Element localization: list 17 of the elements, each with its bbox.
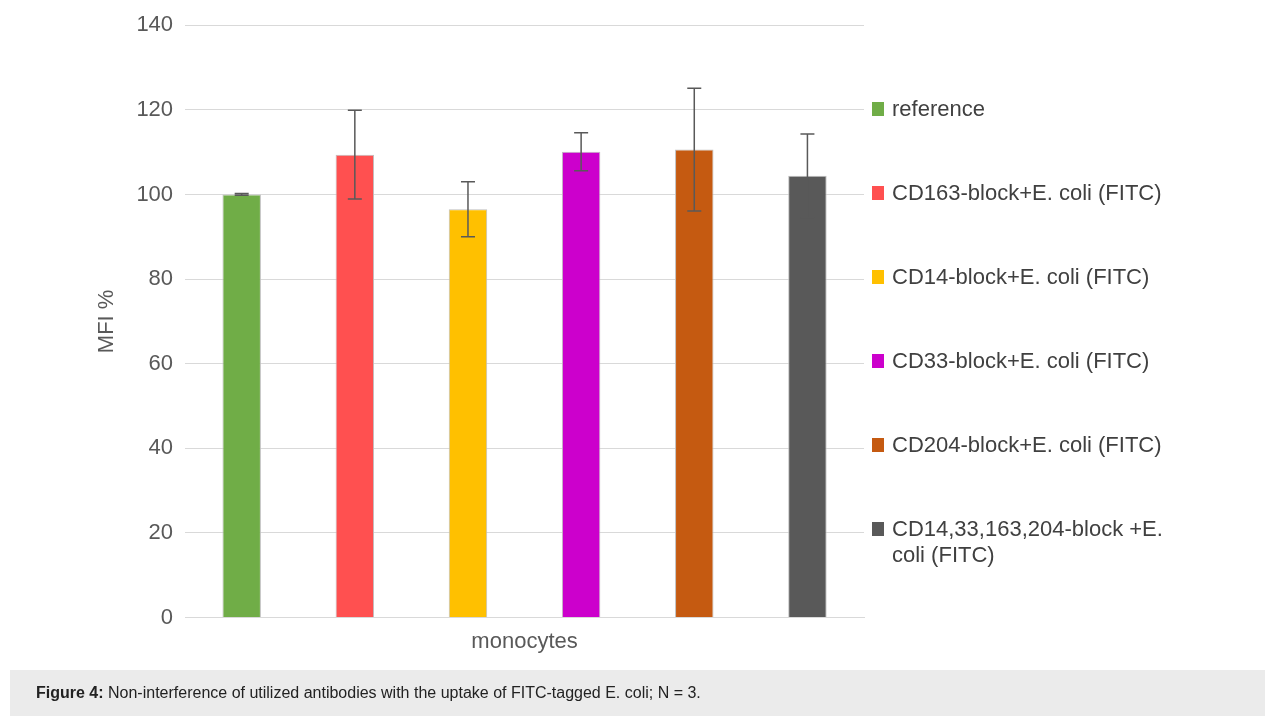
legend-label: reference — [892, 96, 985, 122]
y-tick-label: 120 — [136, 95, 174, 121]
y-tick-label: 80 — [148, 265, 174, 291]
y-tick-label: 0 — [160, 603, 174, 629]
y-tick-label: 40 — [148, 434, 174, 460]
legend-label: CD33-block+E. coli (FITC) — [892, 348, 1150, 374]
legend-label: CD14-block+E. coli (FITC) — [892, 264, 1150, 290]
y-tick-label: 140 — [136, 11, 174, 37]
y-tick-label: 100 — [136, 180, 174, 206]
y-axis-title: MFI % — [93, 289, 119, 354]
caption: Figure 4: Non-interference of utilized antibodies with the uptake of FITC-tagged E. coli; N = 3. — [36, 684, 701, 701]
y-tick-label: 60 — [148, 349, 174, 375]
legend-label: CD14,33,163,204-block +E. coli (FITC) — [892, 516, 1164, 568]
legend-label: CD204-block+E. coli (FITC) — [892, 432, 1162, 458]
y-tick-label: 20 — [148, 519, 174, 545]
legend-label: CD163-block+E. coli (FITC) — [892, 180, 1162, 206]
x-tick-label: monocytes — [471, 627, 578, 653]
